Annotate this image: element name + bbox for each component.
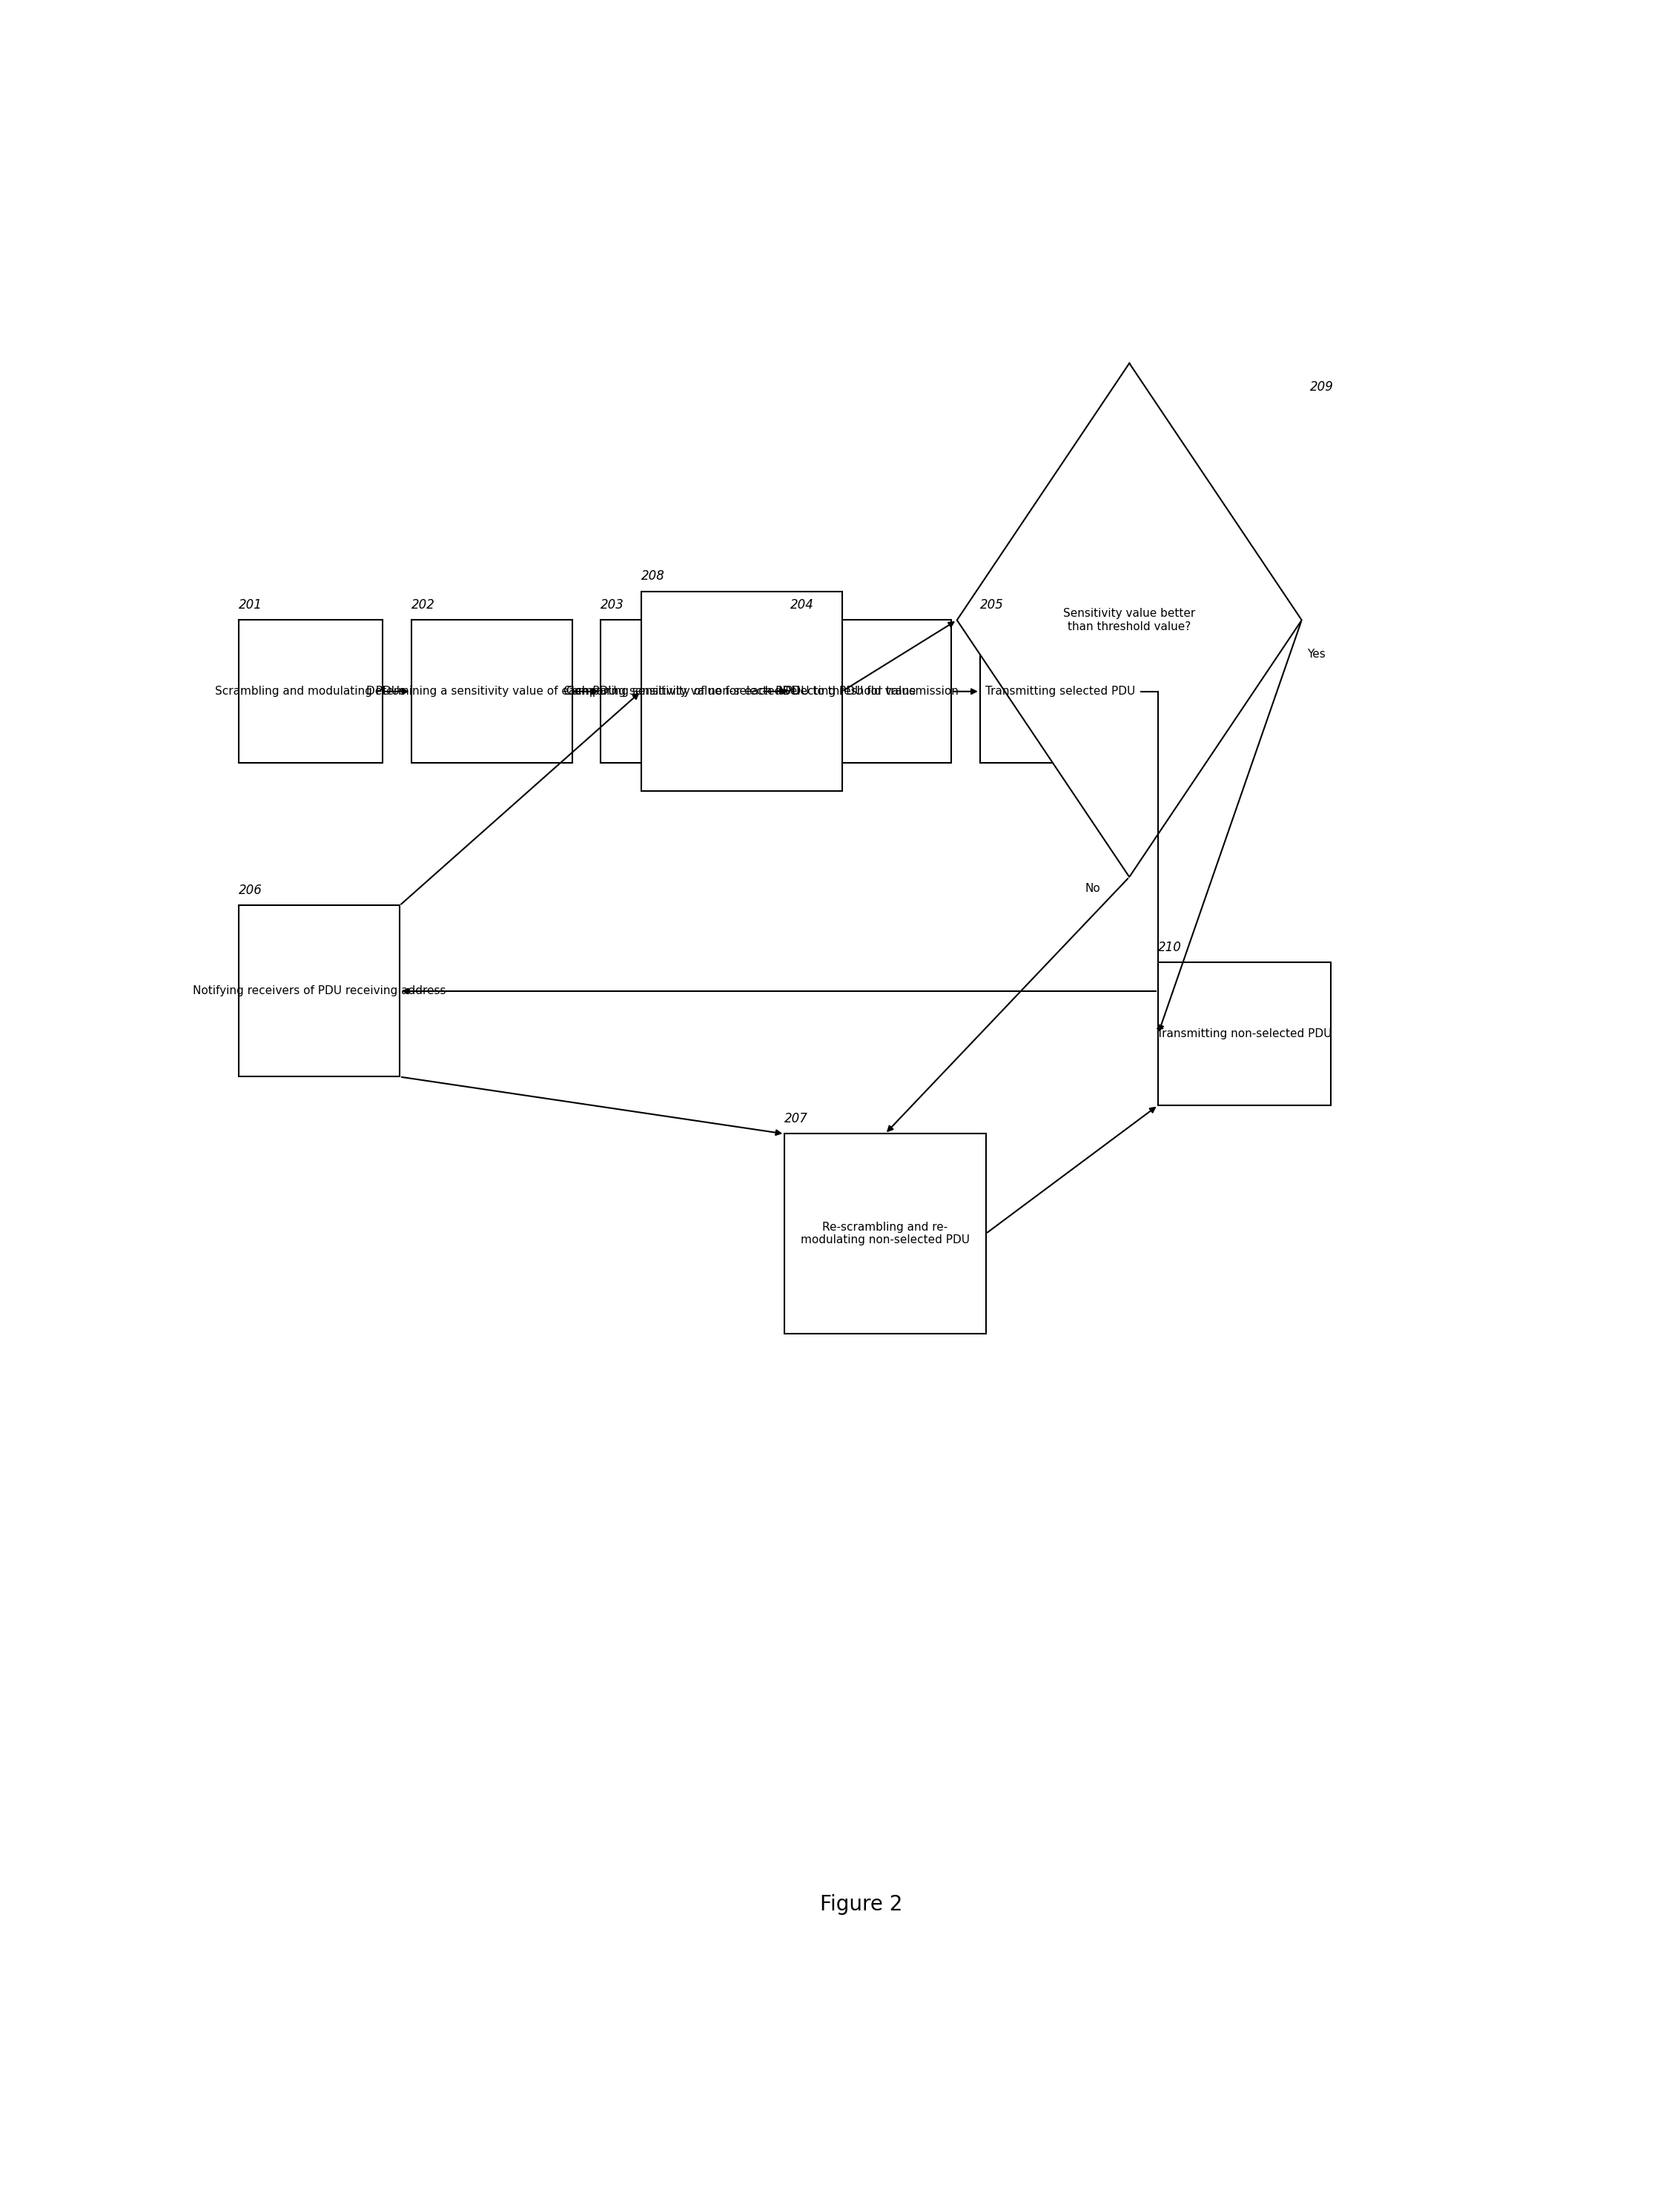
Text: 205: 205 bbox=[979, 597, 1003, 611]
Text: Selecting PDU for transmission: Selecting PDU for transmission bbox=[783, 685, 959, 696]
Text: Scrambling and modulating PDUs: Scrambling and modulating PDUs bbox=[215, 685, 407, 696]
Text: Transmitting selected PDU: Transmitting selected PDU bbox=[986, 685, 1136, 696]
Text: 201: 201 bbox=[239, 597, 262, 611]
Text: 209: 209 bbox=[1310, 381, 1334, 395]
Text: 202: 202 bbox=[412, 597, 435, 611]
Text: 210: 210 bbox=[1158, 941, 1181, 954]
Text: Sensitivity value better
than threshold value?: Sensitivity value better than threshold … bbox=[1063, 608, 1196, 633]
Text: 206: 206 bbox=[239, 884, 262, 897]
Bar bbox=[785, 1133, 986, 1333]
Bar bbox=[239, 906, 400, 1078]
Text: 203: 203 bbox=[601, 597, 625, 611]
Bar bbox=[790, 619, 951, 763]
Text: 208: 208 bbox=[642, 569, 665, 584]
Text: Determining a sensitivity value of each PDU: Determining a sensitivity value of each … bbox=[366, 685, 617, 696]
Bar bbox=[642, 591, 842, 791]
Text: Transmitting non-selected PDU: Transmitting non-selected PDU bbox=[1156, 1029, 1332, 1040]
Text: Comparing sensitivity value for each PDU: Comparing sensitivity value for each PDU bbox=[563, 685, 800, 696]
Text: Yes: Yes bbox=[1307, 648, 1326, 659]
Polygon shape bbox=[958, 364, 1302, 877]
Bar bbox=[412, 619, 571, 763]
Text: 204: 204 bbox=[790, 597, 813, 611]
Text: Figure 2: Figure 2 bbox=[820, 1893, 902, 1915]
Text: No: No bbox=[1085, 882, 1100, 895]
Bar bbox=[601, 619, 761, 763]
Bar bbox=[979, 619, 1141, 763]
Text: Re-scrambling and re-
modulating non-selected PDU: Re-scrambling and re- modulating non-sel… bbox=[801, 1221, 969, 1245]
Text: Comparing sensitivity of non-selected PDU to threshold value: Comparing sensitivity of non-selected PD… bbox=[566, 685, 916, 696]
Bar bbox=[1158, 963, 1331, 1106]
Text: Notifying receivers of PDU receiving address: Notifying receivers of PDU receiving add… bbox=[193, 985, 445, 996]
Bar bbox=[239, 619, 383, 763]
Text: 207: 207 bbox=[785, 1113, 808, 1126]
